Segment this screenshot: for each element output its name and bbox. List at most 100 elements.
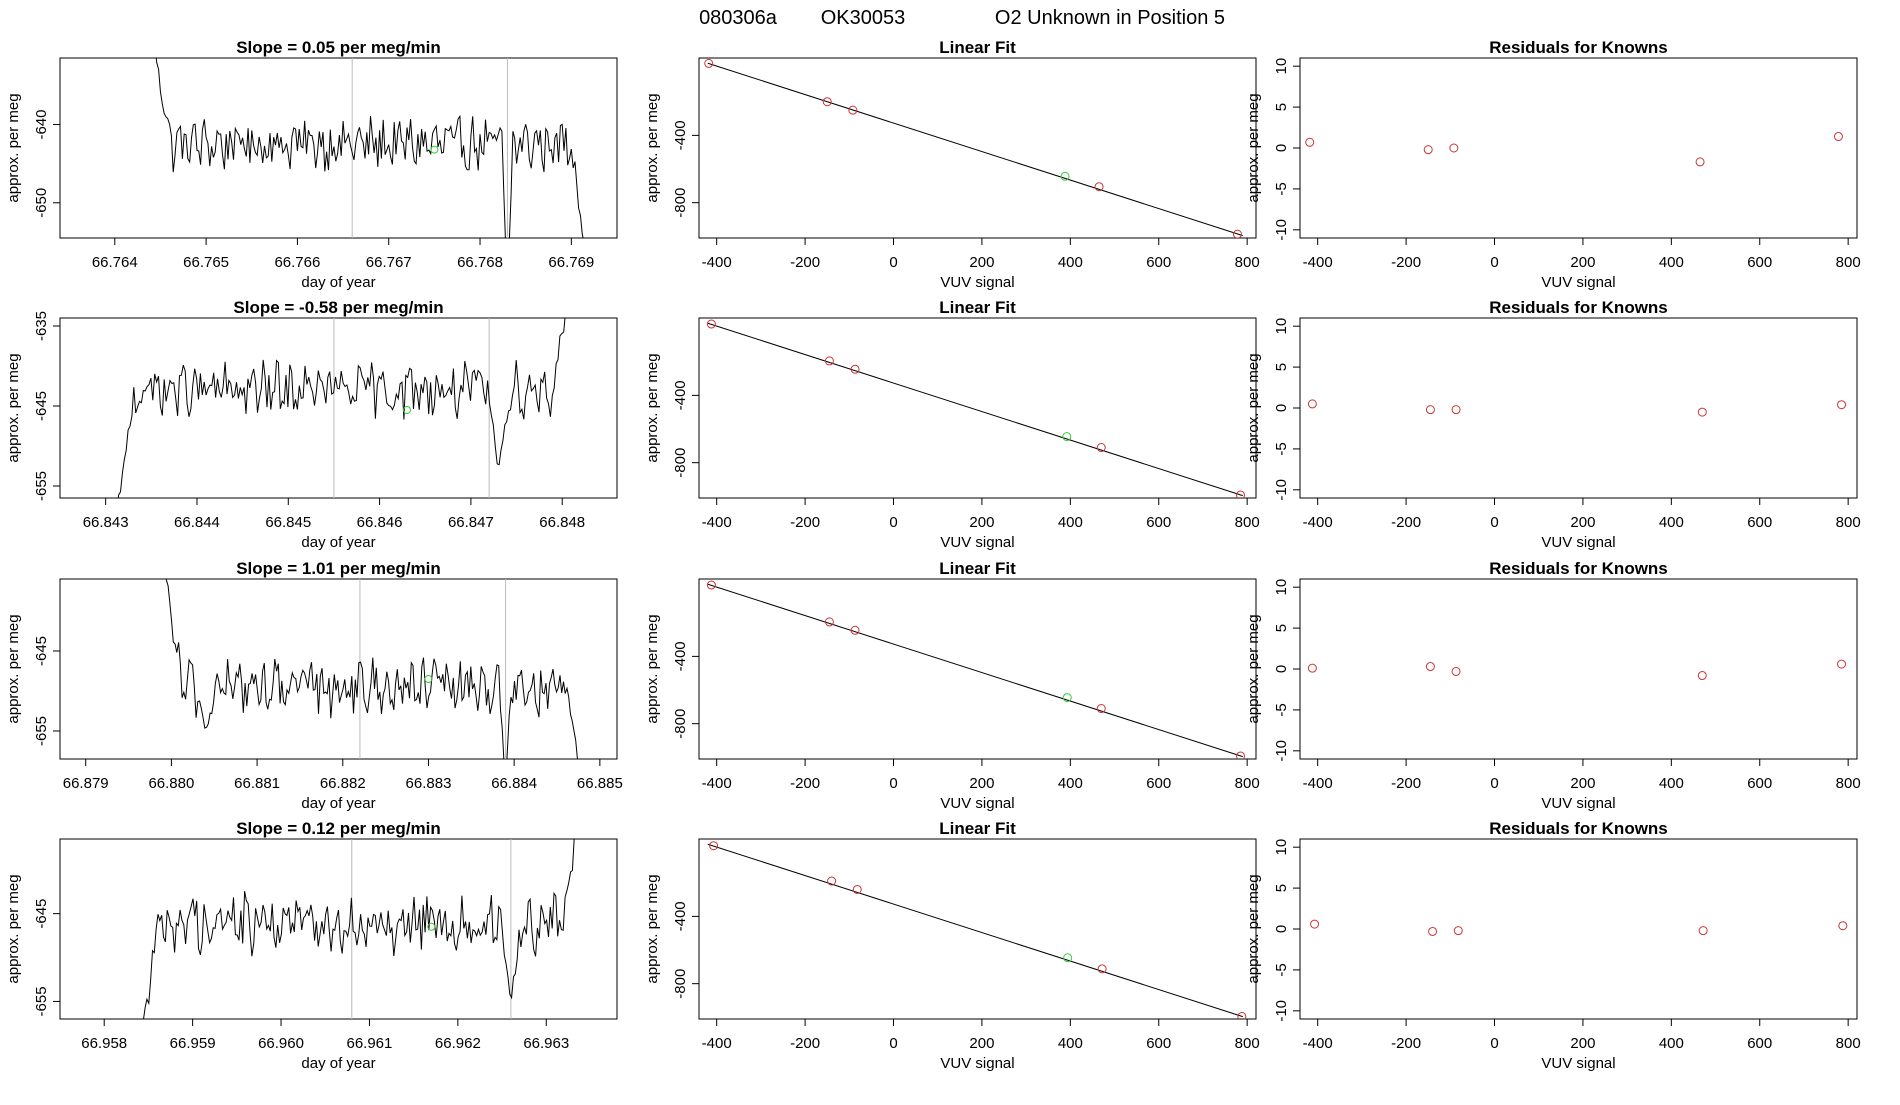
plot-area [165, 579, 578, 759]
x-tick-label: 66.883 [406, 775, 452, 792]
unknown-point [1062, 432, 1072, 442]
x-tick-label: -400 [1303, 1035, 1333, 1052]
known-point [1837, 400, 1847, 410]
plot-area [707, 841, 1247, 1019]
known-point [824, 356, 834, 366]
x-tick-label: 800 [1836, 775, 1861, 792]
x-tick-label: 66.959 [170, 1035, 216, 1052]
known-point [704, 58, 714, 68]
x-tick-label: -200 [1391, 514, 1421, 531]
unknown-marker [430, 145, 439, 154]
plot-frame [1299, 57, 1858, 239]
y-tick-label: -400 [672, 901, 689, 931]
panel-r3-c2: Linear Fit VUV signal approx. per meg -400 -… [644, 559, 1260, 812]
plot-frame [698, 578, 1257, 760]
x-tick-label: -400 [1303, 514, 1333, 531]
y-tick-label: -800 [672, 969, 689, 999]
x-tick-label: 66.880 [148, 775, 194, 792]
x-tick-label: 0 [1490, 775, 1498, 792]
per-meg-trace [117, 318, 566, 498]
plot-area [1310, 919, 1848, 936]
known-point [1428, 926, 1438, 936]
known-point [1697, 407, 1707, 417]
known-point [827, 876, 837, 886]
y-tick-label: -400 [672, 120, 689, 150]
y-axis-label: approx. per meg [644, 353, 661, 462]
x-tick-label: 66.844 [174, 514, 220, 531]
plot-frame [59, 578, 618, 760]
x-tick-label: 66.768 [457, 254, 503, 271]
y-tick-label: -5 [1273, 963, 1290, 976]
known-point [1232, 229, 1242, 238]
fit-line [707, 583, 1243, 758]
y-axis-label: approx. per meg [5, 93, 22, 202]
x-tick-label: 200 [1570, 514, 1595, 531]
y-tick-label: 0 [1273, 665, 1290, 673]
plot-area [1307, 659, 1847, 681]
x-tick-label: 0 [1490, 1035, 1498, 1052]
panel-r2-c1: Slope = -0.58 per meg/min day of year appr… [5, 298, 618, 551]
x-axis-label: VUV signal [940, 795, 1014, 812]
y-tick-label: 10 [1273, 318, 1290, 335]
x-tick-label: 200 [1570, 1035, 1595, 1052]
panel-title: Linear Fit [939, 559, 1016, 578]
y-tick-label: 0 [1273, 925, 1290, 933]
x-axis-label: VUV signal [1541, 534, 1615, 551]
x-tick-label: 66.884 [491, 775, 537, 792]
known-point [1833, 132, 1843, 142]
plot-area [1307, 399, 1847, 417]
known-point [822, 97, 832, 107]
x-tick-label: 400 [1659, 514, 1684, 531]
x-tick-label: 66.845 [265, 514, 311, 531]
x-axis-label: VUV signal [940, 534, 1014, 551]
panel-title: Linear Fit [939, 819, 1016, 838]
x-axis-label: day of year [301, 795, 375, 812]
x-tick-label: 800 [1836, 254, 1861, 271]
y-tick-label: -645 [33, 636, 50, 666]
y-tick-label: -655 [33, 471, 50, 501]
panel-title: Slope = 0.12 per meg/min [236, 819, 441, 838]
y-axis-label: approx. per meg [644, 874, 661, 983]
panel-r1-c3: Residuals for Knowns VUV signal approx. pe… [1245, 38, 1861, 291]
y-tick-label: -400 [672, 380, 689, 410]
y-tick-label: -10 [1273, 1000, 1290, 1022]
y-axis-label: approx. per meg [1245, 874, 1262, 983]
y-tick-label: -800 [672, 709, 689, 739]
figure-title: O2 Unknown in Position 5 [995, 7, 1225, 29]
known-point [1097, 964, 1107, 974]
y-tick-label: 5 [1273, 363, 1290, 371]
y-tick-label: -800 [672, 188, 689, 218]
x-axis-label: VUV signal [1541, 274, 1615, 291]
y-tick-label: 5 [1273, 884, 1290, 892]
plot-area [117, 318, 566, 498]
x-tick-label: 600 [1747, 1035, 1772, 1052]
x-tick-label: 800 [1836, 514, 1861, 531]
x-tick-label: -200 [790, 775, 820, 792]
panel-title: Linear Fit [939, 38, 1016, 57]
y-tick-label: -645 [33, 391, 50, 421]
y-tick-label: -645 [33, 899, 50, 929]
x-tick-label: 400 [1659, 775, 1684, 792]
y-tick-label: -655 [33, 986, 50, 1016]
x-tick-label: 800 [1235, 254, 1260, 271]
y-axis-label: approx. per meg [644, 93, 661, 202]
plot-frame [59, 57, 618, 239]
x-tick-label: -400 [702, 775, 732, 792]
x-tick-label: 400 [1058, 1035, 1083, 1052]
y-axis-label: approx. per meg [644, 614, 661, 723]
y-tick-label: -5 [1273, 442, 1290, 455]
unknown-marker [424, 675, 433, 683]
x-tick-label: 800 [1235, 1035, 1260, 1052]
x-tick-label: -200 [1391, 254, 1421, 271]
y-axis-label: approx. per meg [5, 874, 22, 983]
x-axis-label: VUV signal [1541, 795, 1615, 812]
known-point [706, 580, 716, 590]
panel-title: Slope = 1.01 per meg/min [236, 559, 441, 578]
panel-title: Residuals for Knowns [1489, 559, 1668, 578]
known-point [1425, 662, 1435, 672]
x-tick-label: 66.885 [577, 775, 623, 792]
x-tick-label: -200 [790, 254, 820, 271]
x-tick-label: 66.766 [274, 254, 320, 271]
x-tick-label: 66.765 [183, 254, 229, 271]
